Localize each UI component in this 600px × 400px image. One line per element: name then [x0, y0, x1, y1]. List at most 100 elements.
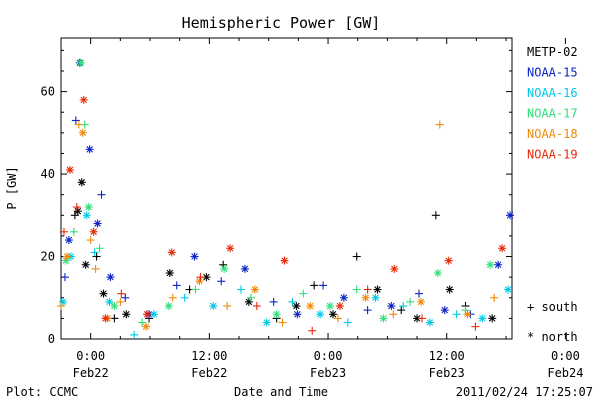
x-tick-date: Feb22 — [191, 366, 227, 380]
data-point-noaa-18 — [490, 293, 499, 302]
data-point-noaa-15 — [440, 306, 449, 315]
data-point-noaa-15 — [217, 277, 226, 286]
marker-legend: + south * north — [527, 300, 578, 344]
data-point-noaa-18 — [91, 264, 100, 273]
data-point-metp-02 — [99, 289, 108, 298]
data-point-noaa-16 — [105, 297, 114, 306]
data-point-noaa-17 — [433, 269, 442, 278]
data-point-noaa-18 — [86, 236, 95, 245]
data-point-noaa-15 — [172, 281, 181, 290]
data-point-noaa-16 — [478, 314, 487, 323]
data-point-noaa-18 — [57, 302, 65, 311]
data-point-noaa-16 — [452, 310, 461, 319]
data-point-metp-02 — [92, 252, 101, 261]
x-tick-date: Feb23 — [429, 366, 465, 380]
data-point-metp-02 — [73, 207, 82, 216]
data-point-noaa-17 — [272, 310, 281, 319]
data-point-metp-02 — [328, 310, 337, 319]
x-tick-time: 12:00 — [191, 349, 227, 363]
data-point-noaa-17 — [486, 260, 495, 269]
marker-legend-asterisk: * north — [527, 330, 578, 344]
data-point-noaa-19 — [65, 165, 74, 174]
chart-title: Hemispheric Power [GW] — [182, 14, 381, 32]
marker-legend-plus: + south — [527, 300, 578, 314]
data-point-noaa-17 — [246, 293, 255, 302]
data-point-noaa-19 — [363, 285, 372, 294]
data-point-metp-02 — [81, 260, 90, 269]
data-point-noaa-19 — [101, 314, 110, 323]
y-tick-label: 20 — [41, 250, 55, 264]
data-point-noaa-17 — [138, 318, 147, 327]
data-point-noaa-19 — [89, 227, 98, 236]
data-point-noaa-18 — [195, 277, 204, 286]
data-points — [57, 58, 515, 339]
data-point-noaa-19 — [59, 227, 68, 236]
legend-entry: NOAA-16 — [527, 86, 578, 100]
plot-credit: Plot: CCMC — [6, 385, 78, 399]
data-point-noaa-15 — [121, 293, 130, 302]
data-point-noaa-16 — [343, 318, 352, 327]
data-point-noaa-15 — [71, 116, 80, 125]
data-point-noaa-15 — [93, 219, 102, 228]
data-point-noaa-15 — [293, 310, 302, 319]
legend-entry: NOAA-19 — [527, 148, 578, 162]
data-point-noaa-17 — [76, 58, 85, 67]
legend-entry: NOAA-18 — [527, 127, 578, 141]
data-point-noaa-19 — [252, 302, 261, 311]
data-point-noaa-16 — [237, 285, 246, 294]
data-point-metp-02 — [397, 306, 406, 315]
data-point-noaa-15 — [190, 252, 199, 261]
x-tick-time: 12:00 — [429, 349, 465, 363]
data-point-noaa-15 — [339, 293, 348, 302]
data-point-noaa-16 — [262, 318, 271, 327]
data-point-noaa-19 — [117, 289, 126, 298]
data-point-noaa-18 — [278, 318, 287, 327]
data-point-metp-02 — [122, 310, 131, 319]
data-point-noaa-16 — [90, 248, 99, 257]
data-point-noaa-18 — [463, 310, 472, 319]
data-point-metp-02 — [352, 252, 361, 261]
data-point-noaa-15 — [269, 297, 278, 306]
data-point-noaa-19 — [390, 264, 399, 273]
data-point-noaa-19 — [143, 310, 152, 319]
data-point-noaa-18 — [74, 120, 83, 129]
y-tick-label: 0 — [48, 332, 55, 346]
data-point-noaa-17 — [379, 314, 388, 323]
x-tick-date: Feb23 — [310, 366, 346, 380]
data-point-noaa-15 — [240, 264, 249, 273]
data-point-noaa-15 — [415, 289, 424, 298]
x-tick-date: Feb24 — [547, 366, 583, 380]
data-point-noaa-16 — [425, 318, 434, 327]
data-point-metp-02 — [488, 314, 497, 323]
y-tick-label: 40 — [41, 167, 55, 181]
data-point-metp-02 — [445, 285, 454, 294]
data-point-noaa-17 — [220, 264, 229, 273]
data-point-noaa-17 — [326, 302, 335, 311]
data-point-noaa-17 — [406, 297, 415, 306]
legend-entry: NOAA-15 — [527, 66, 578, 80]
data-point-noaa-16 — [288, 297, 297, 306]
data-point-noaa-19 — [335, 302, 344, 311]
data-point-noaa-16 — [58, 297, 67, 306]
y-tick-label: 60 — [41, 85, 55, 99]
data-point-noaa-17 — [352, 285, 361, 294]
data-point-noaa-19 — [471, 322, 480, 331]
data-point-noaa-16 — [130, 330, 139, 339]
data-point-noaa-18 — [250, 285, 259, 294]
data-point-noaa-19 — [498, 244, 507, 253]
plot-frame — [60, 37, 513, 340]
data-point-metp-02 — [77, 178, 86, 187]
data-point-noaa-18 — [62, 252, 71, 261]
data-point-noaa-19 — [167, 248, 176, 257]
data-point-noaa-16 — [371, 293, 380, 302]
data-point-noaa-19 — [444, 256, 453, 265]
data-point-metp-02 — [70, 211, 79, 220]
data-point-noaa-15 — [319, 281, 328, 290]
x-tick-date: Feb22 — [73, 366, 109, 380]
data-point-noaa-15 — [387, 302, 396, 311]
data-point-noaa-16 — [399, 302, 408, 311]
data-point-noaa-18 — [333, 314, 342, 323]
data-point-noaa-18 — [306, 302, 315, 311]
data-point-metp-02 — [431, 211, 440, 220]
data-point-noaa-15 — [106, 273, 115, 282]
